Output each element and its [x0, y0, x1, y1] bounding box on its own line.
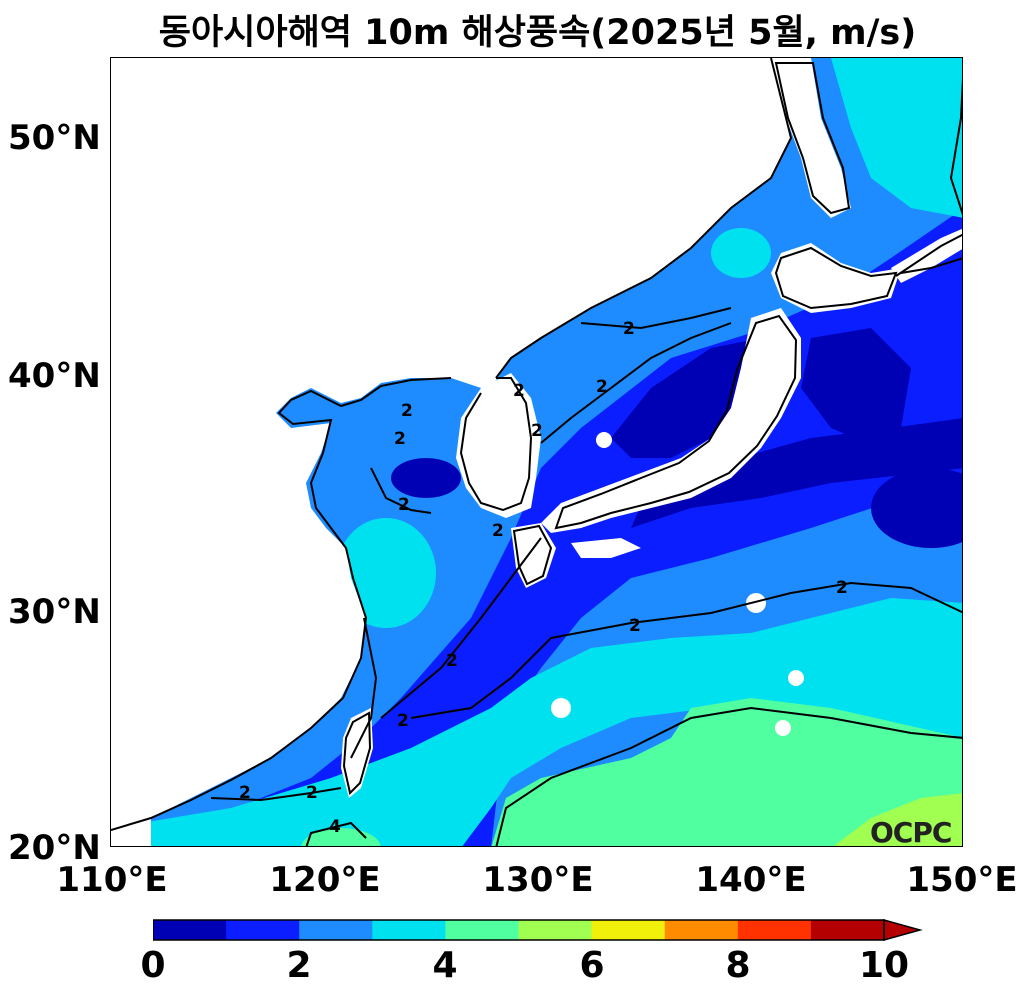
coast-mainland-north — [495, 58, 793, 379]
band-0-1-yellow-sea — [391, 458, 461, 498]
contour-label: 2 — [623, 319, 635, 339]
contour-label: 4 — [329, 817, 341, 837]
colorbar-tick-10: 10 — [858, 945, 910, 986]
coast-sakhalin — [774, 62, 851, 215]
land-island — [788, 670, 804, 686]
colorbar-cells — [153, 919, 923, 941]
lon-tick-130e: 130°E — [482, 860, 594, 900]
colorbar-cell — [445, 920, 519, 940]
coast-kurils — [895, 233, 962, 277]
band-3-4-tatar — [711, 228, 771, 278]
colorbar-cell — [810, 920, 885, 940]
coast-korea — [459, 377, 533, 512]
contour-label: 2 — [394, 429, 406, 449]
colorbar — [153, 919, 923, 941]
land-sakhalin — [771, 58, 851, 218]
lat-tick-50n: 50°N — [8, 118, 101, 158]
colorbar-tick-8: 8 — [725, 945, 751, 986]
band-5-6-southeast — [833, 793, 962, 846]
colorbar-cell — [591, 920, 666, 940]
colorbar-cell — [153, 920, 227, 940]
colorbar-extend-arrow — [883, 919, 923, 941]
colorbar-tick-4: 4 — [432, 945, 458, 986]
lon-tick-120e: 120°E — [269, 860, 381, 900]
land-korea — [456, 373, 541, 518]
band-4-5-south — [491, 698, 962, 846]
land-honshu — [541, 308, 801, 533]
lat-tick-30n: 30°N — [8, 592, 101, 632]
coast-honshu — [554, 314, 798, 530]
colorbar-cell — [226, 920, 300, 940]
colorbar-cell — [737, 920, 812, 940]
contour-2-east-china — [380, 537, 542, 719]
lat-tick-20n: 20°N — [8, 828, 101, 868]
contour-label: 2 — [239, 783, 251, 803]
contour-2-east-sea — [540, 322, 732, 444]
lon-tick-150e: 150°E — [906, 860, 1018, 900]
coastline-layer — [111, 58, 962, 831]
colorbar-cell — [518, 920, 593, 940]
land-island — [746, 593, 766, 613]
contour-label: 2 — [513, 381, 525, 401]
land-southchina — [111, 813, 151, 846]
map-canvas: 2 2 2 2 2 2 2 2 2 2 2 2 2 2 4 — [111, 58, 962, 846]
land-island — [775, 720, 791, 736]
contour-label: 2 — [492, 521, 504, 541]
contour-label: 2 — [629, 616, 641, 636]
band-0-1-east-honshu — [801, 328, 962, 468]
land-hokkaido — [771, 243, 901, 313]
contour-2-pacific — [410, 581, 962, 719]
colorbar-tick-2: 2 — [286, 945, 312, 986]
contour-label-layer: 2 2 2 2 2 2 2 2 2 2 2 2 2 2 4 — [239, 319, 848, 837]
lat-tick-40n: 40°N — [8, 356, 101, 396]
contour-label: 2 — [596, 377, 608, 397]
colorbar-cell — [372, 920, 446, 940]
colorbar-tick-0: 0 — [140, 945, 166, 986]
land-mainland — [111, 58, 791, 828]
contour-2-kurils — [900, 257, 962, 274]
band-3-4-south — [111, 598, 962, 846]
wind-speed-map: 2 2 2 2 2 2 2 2 2 2 2 2 2 2 4 — [110, 57, 963, 847]
colorbar-tick-6: 6 — [579, 945, 605, 986]
contour-4-luzon — [305, 821, 367, 846]
coast-hokkaido — [774, 246, 898, 310]
contour-label: 2 — [398, 495, 410, 515]
contour-label: 2 — [531, 421, 543, 441]
contour-4-south — [495, 706, 962, 846]
contour-label: 2 — [397, 711, 409, 731]
colorbar-cell — [664, 920, 739, 940]
land-shikoku — [571, 538, 641, 558]
ocpc-watermark: OCPC — [870, 816, 952, 849]
colorbar-outline — [153, 919, 885, 941]
coast-taiwan — [342, 711, 372, 795]
contour-label: 2 — [836, 578, 848, 598]
land-island — [596, 432, 612, 448]
colorbar-cell — [299, 920, 373, 940]
contour-2-yellow-sea — [370, 467, 432, 514]
contour-label: 2 — [446, 651, 458, 671]
band-3-4-okhotsk — [831, 58, 962, 218]
contour-label: 2 — [306, 783, 318, 803]
lon-tick-140e: 140°E — [695, 860, 807, 900]
contour-2-east-sea-north — [580, 307, 732, 330]
contour-2-taiwan-strait — [350, 617, 378, 759]
coast-china — [111, 377, 452, 831]
contour-label: 2 — [401, 401, 413, 421]
contour-2-south-china — [210, 787, 342, 802]
contour-layer — [210, 77, 962, 846]
contour-2-okhotsk — [949, 77, 962, 216]
map-title: 동아시아해역 10m 해상풍속(2025년 5월, m/s) — [158, 13, 917, 53]
band-0-1-east-pacific — [871, 468, 962, 548]
land-island — [551, 698, 571, 718]
lon-tick-110e: 110°E — [56, 860, 168, 900]
